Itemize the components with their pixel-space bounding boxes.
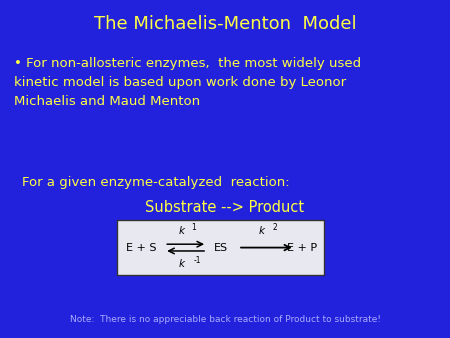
Text: 1: 1 [191, 223, 196, 233]
Text: 2: 2 [272, 223, 277, 233]
Text: Note:  There is no appreciable back reaction of Product to substrate!: Note: There is no appreciable back react… [69, 315, 381, 324]
Text: ES: ES [213, 243, 228, 252]
Text: -1: -1 [193, 256, 201, 265]
Text: The Michaelis-Menton  Model: The Michaelis-Menton Model [94, 15, 356, 33]
Text: E + S: E + S [126, 243, 157, 252]
Text: k: k [178, 226, 184, 236]
Text: k: k [178, 259, 184, 269]
Text: Substrate --> Product: Substrate --> Product [145, 200, 305, 215]
Text: E + P: E + P [287, 243, 317, 252]
FancyBboxPatch shape [117, 220, 324, 275]
Text: • For non-allosteric enzymes,  the most widely used
kinetic model is based upon : • For non-allosteric enzymes, the most w… [14, 57, 360, 108]
Text: k: k [259, 226, 265, 236]
Text: For a given enzyme-catalyzed  reaction:: For a given enzyme-catalyzed reaction: [22, 176, 290, 189]
